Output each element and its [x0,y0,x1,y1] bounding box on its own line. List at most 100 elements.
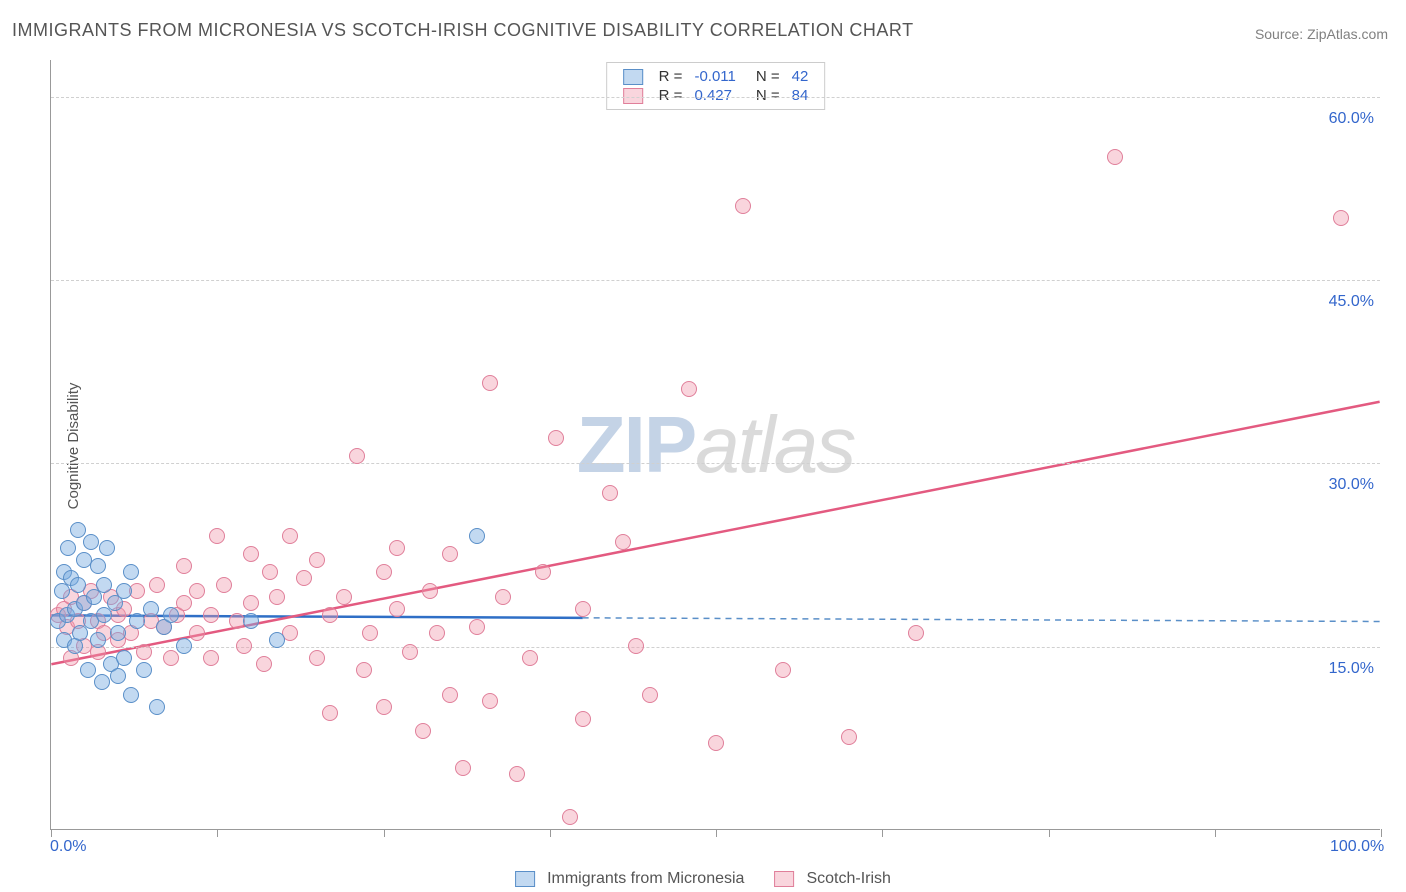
data-point [149,577,165,593]
data-point [296,570,312,586]
data-point [129,613,145,629]
data-point [189,583,205,599]
data-point [243,595,259,611]
x-tick [882,829,883,837]
data-point [681,381,697,397]
data-point [99,540,115,556]
data-point [70,577,86,593]
plot-area: ZIPatlas R =-0.011N =42R =0.427N =84 15.… [50,60,1380,830]
data-point [83,534,99,550]
x-tick [384,829,385,837]
legend-item: Scotch-Irish [774,870,890,888]
data-point [495,589,511,605]
x-tick [1049,829,1050,837]
gridline [51,280,1380,281]
chart-title: IMMIGRANTS FROM MICRONESIA VS SCOTCH-IRI… [12,20,914,41]
data-point [70,522,86,538]
data-point [136,662,152,678]
chart-container: IMMIGRANTS FROM MICRONESIA VS SCOTCH-IRI… [0,0,1406,892]
x-tick [51,829,52,837]
data-point [575,601,591,617]
data-point [442,687,458,703]
data-point [376,564,392,580]
data-point [708,735,724,751]
x-tick [1215,829,1216,837]
data-point [548,430,564,446]
data-point [116,583,132,599]
data-point [110,668,126,684]
y-tick-label: 30.0% [1329,476,1374,494]
data-point [628,638,644,654]
data-point [602,485,618,501]
data-point [535,564,551,580]
data-point [469,528,485,544]
data-point [322,607,338,623]
data-point [256,656,272,672]
data-point [143,601,159,617]
data-point [96,577,112,593]
x-tick [716,829,717,837]
data-point [60,540,76,556]
data-point [90,558,106,574]
data-point [176,638,192,654]
data-point [442,546,458,562]
data-point [562,809,578,825]
data-point [269,589,285,605]
data-point [775,662,791,678]
data-point [349,448,365,464]
data-point [402,644,418,660]
x-tick [1381,829,1382,837]
legend-item: Immigrants from Micronesia [515,870,744,888]
data-point [236,638,252,654]
data-point [163,607,179,623]
data-point [149,699,165,715]
y-tick-label: 45.0% [1329,293,1374,311]
data-point [376,699,392,715]
data-point [482,693,498,709]
x-tick [550,829,551,837]
regression-lines [51,60,1380,829]
source-label: Source: ZipAtlas.com [1255,26,1388,42]
data-point [389,540,405,556]
data-point [189,625,205,641]
data-point [216,577,232,593]
data-point [176,558,192,574]
data-point [269,632,285,648]
gridline [51,97,1380,98]
data-point [136,644,152,660]
data-point [94,674,110,690]
data-point [429,625,445,641]
y-tick-label: 15.0% [1329,660,1374,678]
data-point [735,198,751,214]
data-point [282,528,298,544]
data-point [123,564,139,580]
data-point [116,650,132,666]
data-point [90,632,106,648]
data-point [469,619,485,635]
data-point [110,625,126,641]
data-point [243,613,259,629]
data-point [908,625,924,641]
data-point [509,766,525,782]
data-point [209,528,225,544]
data-point [415,723,431,739]
data-point [841,729,857,745]
data-point [1333,210,1349,226]
data-point [1107,149,1123,165]
series-legend: Immigrants from Micronesia Scotch-Irish [515,870,891,888]
x-tick-label: 100.0% [1330,838,1384,856]
data-point [642,687,658,703]
x-tick-label: 0.0% [50,838,86,856]
data-point [123,687,139,703]
data-point [163,650,179,666]
y-tick-label: 60.0% [1329,110,1374,128]
data-point [362,625,378,641]
data-point [615,534,631,550]
data-point [309,552,325,568]
data-point [80,662,96,678]
data-point [575,711,591,727]
data-point [176,595,192,611]
data-point [262,564,278,580]
data-point [243,546,259,562]
data-point [455,760,471,776]
